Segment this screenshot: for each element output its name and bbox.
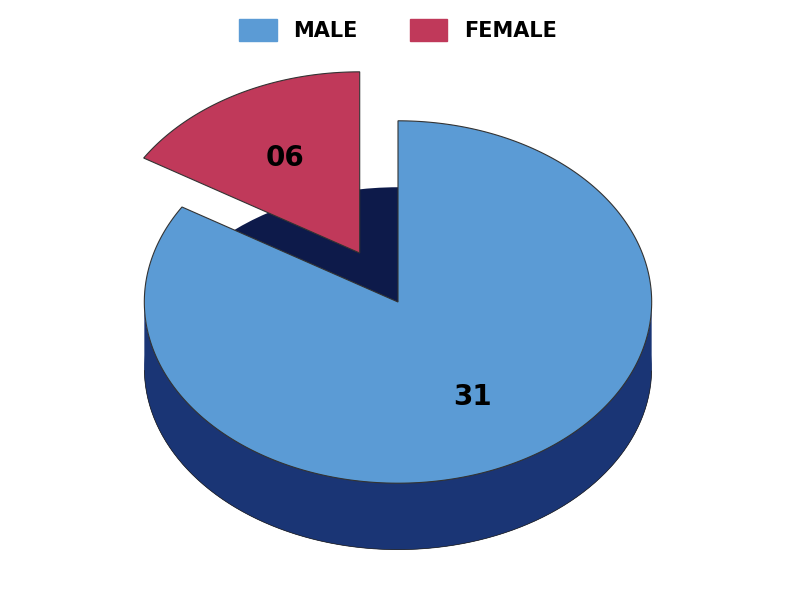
Text: 31: 31 <box>453 383 492 411</box>
Polygon shape <box>144 72 360 253</box>
Ellipse shape <box>144 187 652 550</box>
Text: 06: 06 <box>266 144 305 172</box>
Legend: MALE, FEMALE: MALE, FEMALE <box>239 19 557 41</box>
Polygon shape <box>144 121 652 483</box>
Polygon shape <box>144 304 652 550</box>
